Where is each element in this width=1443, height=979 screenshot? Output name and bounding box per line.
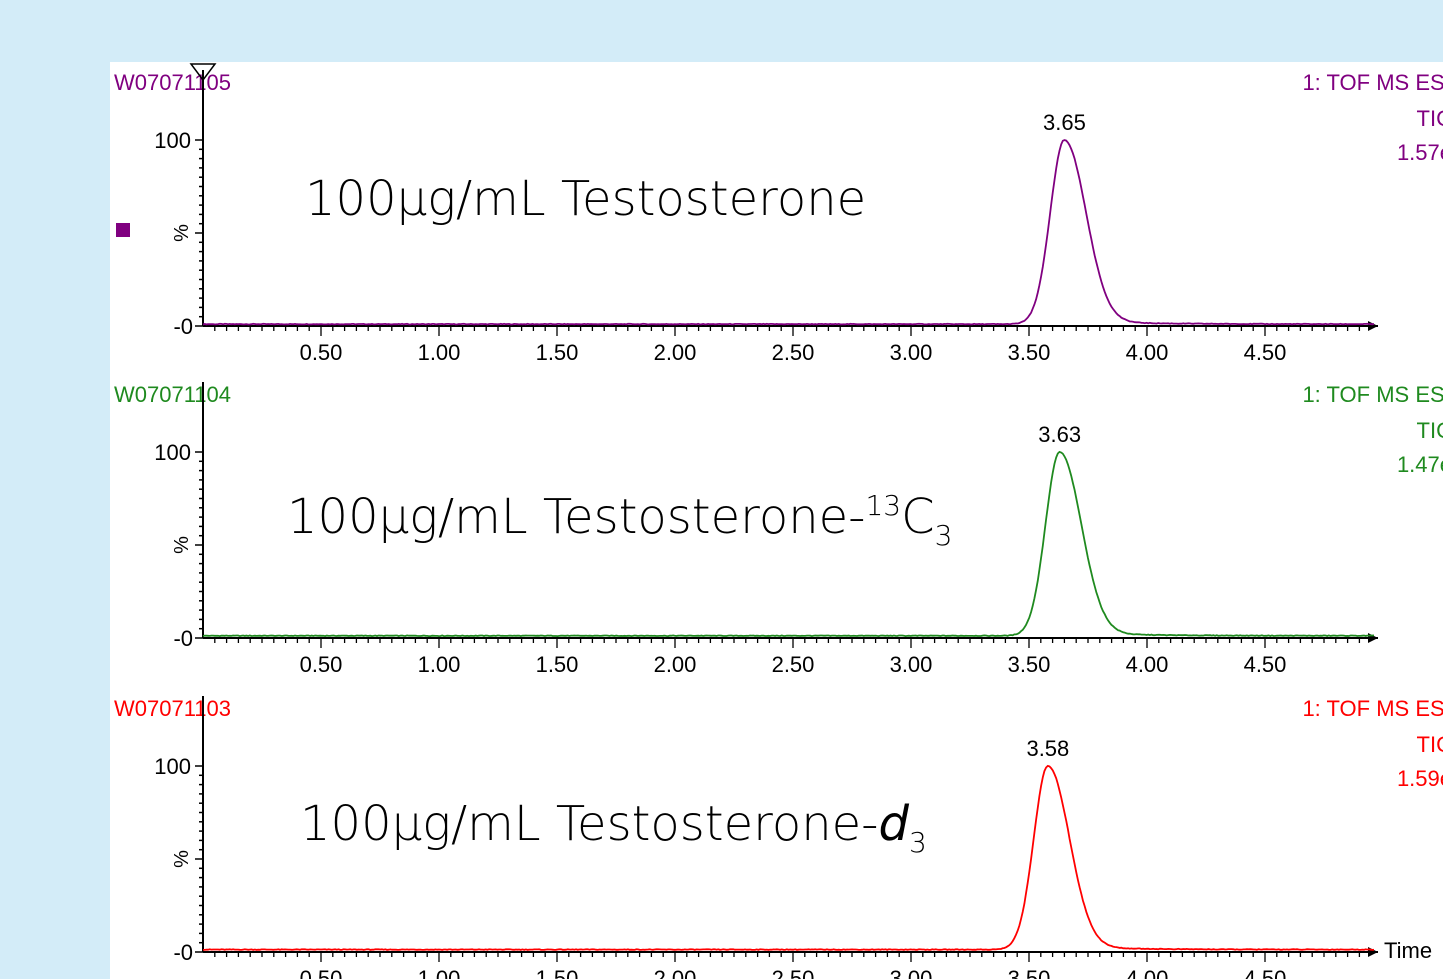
compound-label: 100μg/mL Testosterone-13C3 xyxy=(287,489,952,552)
isotope-superscript: 13 xyxy=(865,489,901,522)
x-axis-arrow-icon xyxy=(1368,633,1378,643)
ytick-label-100: 100 xyxy=(154,440,191,465)
compound-label: 100μg/mL Testosterone xyxy=(305,171,866,227)
ytick-label-0: -0 xyxy=(173,314,193,339)
xtick-label: 4.50 xyxy=(1244,652,1287,677)
compound-subscript: 3 xyxy=(909,826,927,859)
y-axis-label: % xyxy=(171,850,193,868)
sample-id: W07071105 xyxy=(114,70,231,95)
xtick-label: 3.00 xyxy=(890,966,933,979)
chromatogram-panel-2: W07071104 1: TOF MS ES- TIC 1.47e 100 -0% 0.50… xyxy=(114,382,1443,677)
compound-name: 100μg/mL Testosterone xyxy=(305,171,866,227)
xtick-label: 2.50 xyxy=(772,966,815,979)
xtick-label: 1.00 xyxy=(418,340,461,365)
compound-name: 100μg/mL Testosterone- xyxy=(287,489,865,545)
compound-subscript: 3 xyxy=(935,519,953,552)
x-axis-arrow-icon xyxy=(1368,321,1378,331)
scan-type-label: TIC xyxy=(1417,106,1443,131)
chromatogram-trace xyxy=(203,764,1375,951)
compound-name: 100μg/mL Testosterone- xyxy=(300,796,878,852)
ytick-label-0: -0 xyxy=(173,940,193,965)
legend-marker xyxy=(116,223,130,237)
chromatogram-plot-area: W07071105 1: TOF MS ES- TIC 1.57e 100 -0% 0.50… xyxy=(110,62,1443,979)
peak-rt-label: 3.65 xyxy=(1043,110,1086,135)
xtick-label: 0.50 xyxy=(300,652,343,677)
xtick-label: 2.00 xyxy=(654,966,697,979)
chromatogram-trace xyxy=(202,450,1375,638)
y-axis-label: % xyxy=(171,224,193,242)
xtick-label: 4.00 xyxy=(1126,340,1169,365)
xtick-label: 2.50 xyxy=(772,652,815,677)
scan-function-label: 1: TOF MS ES- xyxy=(1302,696,1443,721)
scan-function-label: 1: TOF MS ES- xyxy=(1302,70,1443,95)
ytick-label-0: -0 xyxy=(173,626,193,651)
deuterium-label: d xyxy=(878,796,909,852)
intensity-label: 1.57e xyxy=(1397,140,1443,165)
xtick-label: 1.50 xyxy=(536,340,579,365)
isotope-element: C xyxy=(901,489,935,545)
chromatogram-trace xyxy=(202,139,1375,326)
scan-type-label: TIC xyxy=(1417,732,1443,757)
peak-rt-label: 3.58 xyxy=(1026,736,1069,761)
ytick-label-100: 100 xyxy=(154,754,191,779)
y-axis-label: % xyxy=(171,536,193,554)
xtick-label: 4.00 xyxy=(1126,652,1169,677)
xtick-label: 1.50 xyxy=(536,652,579,677)
chromatogram-panel-1: W07071105 1: TOF MS ES- TIC 1.57e 100 -0% 0.50… xyxy=(114,63,1443,365)
compound-label: 100μg/mL Testosterone-d3 xyxy=(300,796,927,859)
xtick-label: 1.00 xyxy=(418,966,461,979)
scan-type-label: TIC xyxy=(1417,418,1443,443)
xtick-label: 4.00 xyxy=(1126,966,1169,979)
scan-function-label: 1: TOF MS ES- xyxy=(1302,382,1443,407)
xtick-label: 4.50 xyxy=(1244,966,1287,979)
xtick-label: 3.50 xyxy=(1008,652,1051,677)
xtick-label: 1.00 xyxy=(418,652,461,677)
intensity-label: 1.59e xyxy=(1397,766,1443,791)
xtick-label: 0.50 xyxy=(300,966,343,979)
chromatogram-svg: W07071105 1: TOF MS ES- TIC 1.57e 100 -0% 0.50… xyxy=(114,63,1443,979)
xtick-label: 2.50 xyxy=(772,340,815,365)
time-marker-icon xyxy=(189,63,217,82)
xtick-label: 4.50 xyxy=(1244,340,1287,365)
xtick-label: 1.50 xyxy=(536,966,579,979)
xtick-label: 3.00 xyxy=(890,340,933,365)
xtick-label: 3.50 xyxy=(1008,966,1051,979)
chromatogram-panel-3: W07071103 1: TOF MS ES- TIC 1.59e 100 -0% 0.50… xyxy=(114,696,1443,979)
xtick-label: 2.00 xyxy=(654,340,697,365)
xtick-label: 2.00 xyxy=(654,652,697,677)
sample-id: W07071103 xyxy=(114,696,231,721)
xtick-label: 3.00 xyxy=(890,652,933,677)
ytick-label-100: 100 xyxy=(154,128,191,153)
sample-id: W07071104 xyxy=(114,382,231,407)
peak-rt-label: 3.63 xyxy=(1038,422,1081,447)
x-axis-label: Time xyxy=(1384,938,1432,963)
xtick-label: 0.50 xyxy=(300,340,343,365)
xtick-label: 3.50 xyxy=(1008,340,1051,365)
intensity-label: 1.47e xyxy=(1397,452,1443,477)
